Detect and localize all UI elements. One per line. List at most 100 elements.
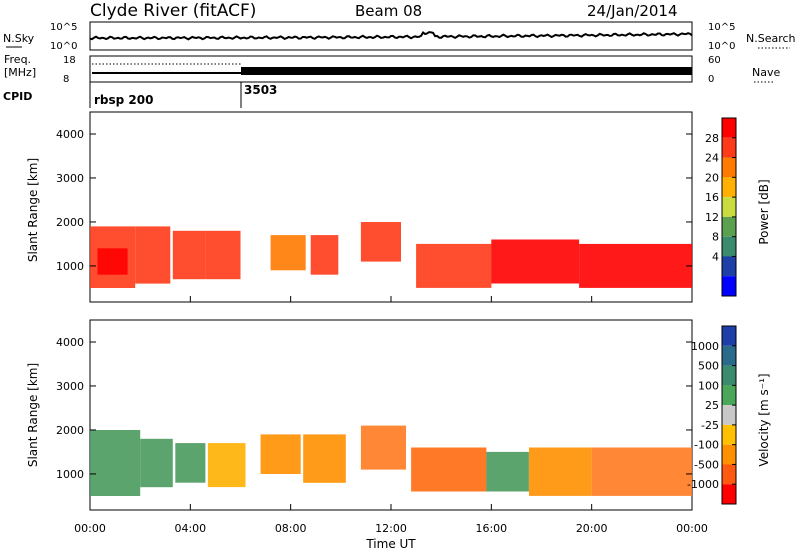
velocity-colorbar-label: 25 bbox=[705, 399, 719, 412]
station-title: Clyde River (fitACF) bbox=[90, 1, 256, 21]
power-heatmap-panel: 1000 2000 3000 4000 Slant Range [km] 28 24 20… bbox=[26, 111, 771, 303]
velocity-colorbar-swatch bbox=[722, 385, 736, 406]
velocity-echo-region bbox=[411, 447, 487, 492]
x-tick-label: 00:00 bbox=[676, 522, 708, 535]
velocity-colorbar-swatch bbox=[722, 464, 736, 485]
beam-title: Beam 08 bbox=[355, 2, 422, 20]
y-tick-label: 1000 bbox=[56, 260, 84, 273]
velocity-y-ticks: 1000 2000 3000 4000 bbox=[56, 336, 692, 481]
power-echo-region bbox=[205, 230, 241, 280]
noise-right-label: N.Search bbox=[746, 32, 796, 45]
freq-trace-b bbox=[241, 67, 692, 75]
velocity-heatmap-panel: 1000 2000 3000 4000 Slant Range [km] 1000 50… bbox=[26, 319, 771, 511]
power-y-ticks: 1000 2000 3000 4000 bbox=[56, 128, 692, 273]
y-tick-label: 2000 bbox=[56, 216, 84, 229]
power-colorbar-swatch bbox=[722, 177, 736, 198]
power-colorbar-swatch bbox=[722, 216, 736, 237]
velocity-echo-region bbox=[175, 443, 206, 483]
power-colorbar-swatch bbox=[722, 256, 736, 277]
y-tick-label: 3000 bbox=[56, 172, 84, 185]
power-echo-region bbox=[360, 222, 401, 262]
y-tick-label: 4000 bbox=[56, 128, 84, 141]
velocity-echo-region bbox=[90, 430, 141, 496]
velocity-colorbar-label: 500 bbox=[698, 360, 719, 373]
nave-tick-bottom: 0 bbox=[708, 74, 714, 85]
freq-units-label: [MHz] bbox=[4, 66, 36, 79]
x-tick-label: 04:00 bbox=[174, 522, 206, 535]
power-colorbar-label: 4 bbox=[712, 250, 719, 263]
velocity-colorbar-label: -100 bbox=[694, 439, 719, 452]
velocity-colorbar-swatch bbox=[722, 484, 736, 504]
noise-sky-trace bbox=[89, 31, 693, 41]
frequency-panel: Freq. [MHz] 18 8 60 0 Nave bbox=[4, 53, 780, 85]
power-colorbar: 28 24 20 16 12 8 4 bbox=[705, 117, 737, 297]
velocity-y-axis-label: Slant Range [km] bbox=[26, 363, 40, 467]
power-echo-region bbox=[416, 243, 492, 288]
power-echo-region bbox=[310, 235, 339, 275]
power-colorbar-swatch bbox=[722, 137, 736, 158]
freq-tick-top: 18 bbox=[63, 55, 76, 66]
velocity-echo-region bbox=[529, 447, 592, 496]
y-tick-label: 3000 bbox=[56, 380, 84, 393]
power-heatmap-marks bbox=[90, 222, 692, 288]
velocity-colorbar-swatch bbox=[722, 424, 736, 445]
velocity-colorbar-swatch bbox=[722, 345, 736, 366]
velocity-colorbar-label: 100 bbox=[698, 379, 719, 392]
x-tick-label: 12:00 bbox=[375, 522, 407, 535]
x-tick-label: 08:00 bbox=[275, 522, 307, 535]
x-axis-ticks: 00:00 04:00 08:00 12:00 16:00 20:00 00:00 bbox=[74, 296, 708, 535]
y-tick-label: 1000 bbox=[56, 468, 84, 481]
nave-label: Nave bbox=[752, 66, 780, 79]
velocity-heatmap-marks bbox=[90, 425, 692, 496]
power-colorbar-swatch bbox=[722, 236, 736, 257]
noise-right-tick-top: 10^5 bbox=[708, 22, 735, 33]
date-title: 24/Jan/2014 bbox=[587, 2, 678, 20]
velocity-colorbar-label: -1000 bbox=[687, 478, 719, 491]
cpid-segment-1: rbsp 200 bbox=[94, 93, 153, 107]
cpid-label: CPID bbox=[3, 90, 32, 103]
power-echo-region bbox=[579, 243, 692, 288]
velocity-colorbar-swatch bbox=[722, 444, 736, 465]
velocity-echo-region bbox=[260, 434, 301, 474]
velocity-colorbar-label: Velocity [m s⁻¹] bbox=[757, 373, 771, 466]
x-tick-label: 20:00 bbox=[576, 522, 608, 535]
velocity-colorbar-label: -500 bbox=[694, 458, 719, 471]
velocity-colorbar: 1000 500 100 25 -25 -100 -500 -1000 bbox=[687, 325, 737, 505]
noise-left-label: N.Sky bbox=[3, 32, 35, 45]
velocity-colorbar-label: -25 bbox=[701, 419, 719, 432]
power-echo-region bbox=[172, 230, 206, 280]
cpid-panel: CPID rbsp 200 3503 bbox=[3, 82, 277, 108]
power-y-axis-label: Slant Range [km] bbox=[26, 158, 40, 262]
power-colorbar-swatch bbox=[722, 157, 736, 178]
nave-tick-top: 60 bbox=[708, 55, 721, 66]
power-colorbar-label: 28 bbox=[705, 132, 719, 145]
power-colorbar-swatch bbox=[722, 197, 736, 217]
velocity-echo-region bbox=[486, 451, 529, 492]
noise-right-tick-bottom: 10^0 bbox=[708, 41, 735, 52]
cpid-segment-2: 3503 bbox=[244, 83, 277, 97]
power-colorbar-label: Power [dB] bbox=[757, 179, 771, 244]
x-axis-title: Time UT bbox=[365, 537, 416, 551]
power-colorbar-label: 16 bbox=[705, 191, 719, 204]
power-colorbar-swatch bbox=[722, 118, 736, 138]
power-colorbar-label: 12 bbox=[705, 211, 719, 224]
power-colorbar-label: 24 bbox=[705, 152, 719, 165]
velocity-echo-region bbox=[207, 443, 246, 488]
y-tick-label: 4000 bbox=[56, 336, 84, 349]
velocity-colorbar-label: 1000 bbox=[691, 340, 719, 353]
noise-panel: N.Sky 10^5 10^0 10^5 10^0 N.Search bbox=[3, 21, 796, 52]
power-colorbar-label: 8 bbox=[712, 231, 719, 244]
power-echo-region bbox=[491, 239, 580, 284]
velocity-colorbar-swatch bbox=[722, 365, 736, 386]
power-echo-region bbox=[135, 226, 171, 284]
velocity-echo-region bbox=[591, 447, 692, 496]
x-tick-label: 00:00 bbox=[74, 522, 106, 535]
velocity-colorbar-swatch bbox=[722, 405, 736, 425]
power-echo-region bbox=[97, 248, 128, 275]
power-colorbar-swatch bbox=[722, 276, 736, 296]
power-echo-region bbox=[270, 235, 306, 271]
velocity-echo-region bbox=[360, 425, 406, 470]
velocity-echo-region bbox=[140, 438, 173, 488]
velocity-colorbar-swatch bbox=[722, 326, 736, 346]
